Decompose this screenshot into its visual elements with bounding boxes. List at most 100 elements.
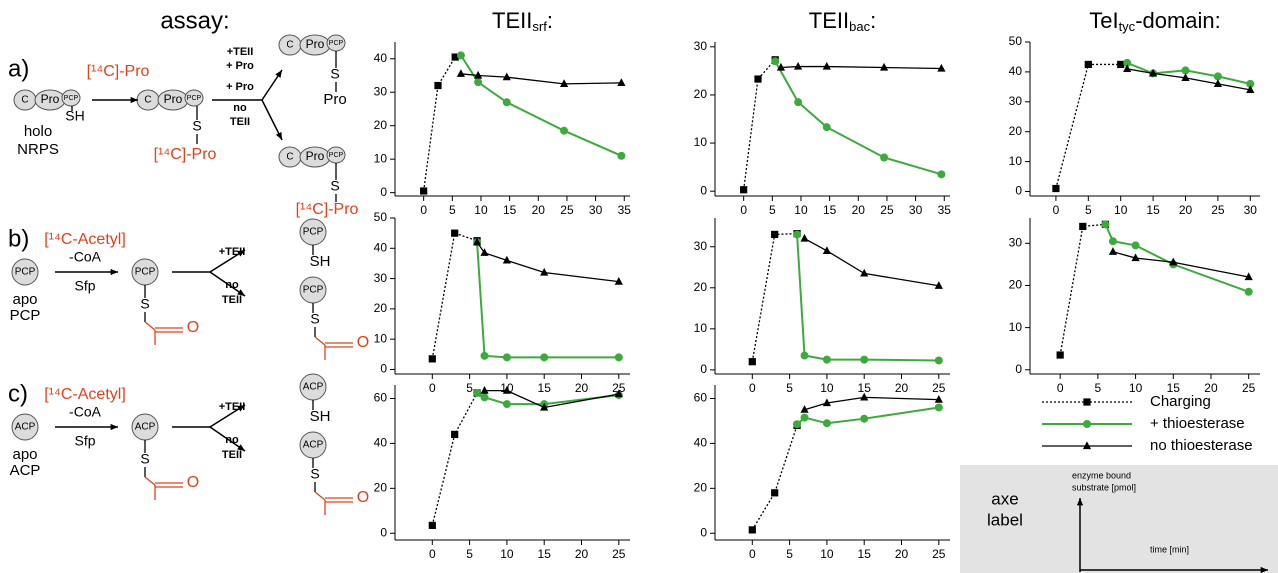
series-line (1104, 223, 1250, 293)
label: -CoA (69, 249, 102, 265)
x-tick-label: 10 (500, 547, 514, 561)
column-title-main: TeI (1089, 8, 1118, 33)
marker (860, 355, 869, 364)
marker (1213, 79, 1222, 87)
y-tick-label: 30 (1009, 94, 1023, 108)
x-tick-label: 25 (932, 381, 946, 395)
series-line (1055, 63, 1121, 189)
label: PCP (10, 307, 41, 324)
legend-marker (1083, 398, 1091, 406)
marker (1131, 253, 1140, 262)
legend-marker (1083, 420, 1091, 428)
marker (1181, 73, 1190, 81)
label: S (330, 178, 339, 194)
x-tick-label: 20 (575, 547, 589, 561)
y-tick-label: 0 (700, 183, 707, 197)
x-tick-label: 0 (749, 547, 756, 561)
marker (617, 151, 626, 160)
y-tick-label: 30 (1009, 235, 1023, 249)
label: apo (12, 291, 37, 308)
marker (1084, 60, 1092, 69)
y-tick-label: 10 (694, 321, 708, 335)
x-tick-label: 35 (618, 203, 632, 217)
x-tick-label: 25 (612, 547, 626, 561)
column-title-tail: -domain: (1135, 8, 1221, 33)
marker (617, 78, 626, 86)
series-line (423, 56, 456, 192)
x-tick-label: 15 (1167, 381, 1181, 395)
x-tick-label: 0 (1057, 381, 1064, 395)
y-tick-label: 20 (694, 481, 708, 495)
y-tick-label: 30 (694, 239, 708, 253)
label: Pro (306, 149, 325, 163)
marker (1052, 184, 1060, 193)
marker (1056, 351, 1064, 359)
marker (540, 267, 549, 276)
marker (614, 277, 623, 285)
marker (880, 153, 889, 162)
x-tick-label: 5 (449, 203, 456, 217)
y-tick-label: 0 (700, 525, 707, 539)
marker (420, 187, 428, 195)
y-tick-label: 0 (1015, 184, 1022, 198)
marker (934, 356, 943, 365)
x-tick-label: 25 (1211, 203, 1225, 217)
label: ACP (15, 422, 36, 433)
x-tick-label: 20 (532, 203, 546, 217)
label: PCP (187, 95, 202, 102)
marker (502, 255, 512, 264)
y-tick-label: 0 (380, 525, 387, 539)
x-tick-label: 0 (1053, 203, 1060, 217)
y-tick-label: 0 (380, 185, 387, 199)
x-tick-label: 5 (1095, 381, 1102, 395)
y-tick-label: 60 (374, 391, 388, 405)
label: [¹⁴C-Acetyl] (44, 386, 126, 403)
marker (540, 402, 549, 411)
label: O (187, 474, 199, 491)
marker (754, 75, 762, 83)
label: PCP (329, 40, 344, 47)
series-line (780, 65, 942, 70)
y-tick-label: 10 (694, 135, 708, 149)
label: b) (8, 225, 29, 252)
arrow (261, 99, 283, 141)
x-tick-label: 30 (589, 203, 603, 217)
series-line (431, 232, 478, 359)
series-line (1112, 251, 1249, 278)
x-tick-label: 0 (420, 203, 427, 217)
label: ACP (303, 382, 324, 393)
x-tick-label: 10 (1129, 381, 1143, 395)
x-tick-label: 5 (466, 547, 473, 561)
marker (614, 389, 623, 398)
column-title-main: TEII (492, 8, 532, 33)
series-line (796, 406, 939, 426)
x-tick-label: 10 (820, 381, 834, 395)
y-tick-label: 10 (374, 331, 388, 345)
x-tick-label: 35 (938, 203, 952, 217)
label: Pro (323, 91, 346, 108)
label: PCP (64, 95, 79, 102)
marker (794, 61, 803, 70)
legend-label: no thioesterase (1150, 437, 1253, 454)
x-tick-label: 10 (820, 547, 834, 561)
label: holo (24, 123, 52, 140)
x-tick-label: 0 (429, 547, 436, 561)
marker (474, 78, 483, 87)
label: C (286, 152, 293, 163)
label: no (233, 102, 247, 114)
marker (800, 413, 809, 422)
marker (434, 81, 442, 90)
marker (1108, 237, 1117, 246)
marker (860, 392, 869, 401)
label: C (21, 95, 28, 106)
label: S (192, 118, 201, 134)
column-title-tail: : (870, 8, 876, 33)
marker (502, 98, 511, 107)
x-tick-label: 5 (1085, 203, 1092, 217)
x-tick-label: 20 (895, 381, 909, 395)
x-tick-label: 10 (1114, 203, 1128, 217)
series-line (774, 60, 942, 176)
label: ACP (303, 440, 324, 451)
marker (480, 386, 489, 394)
y-tick-label: 50 (374, 210, 388, 224)
